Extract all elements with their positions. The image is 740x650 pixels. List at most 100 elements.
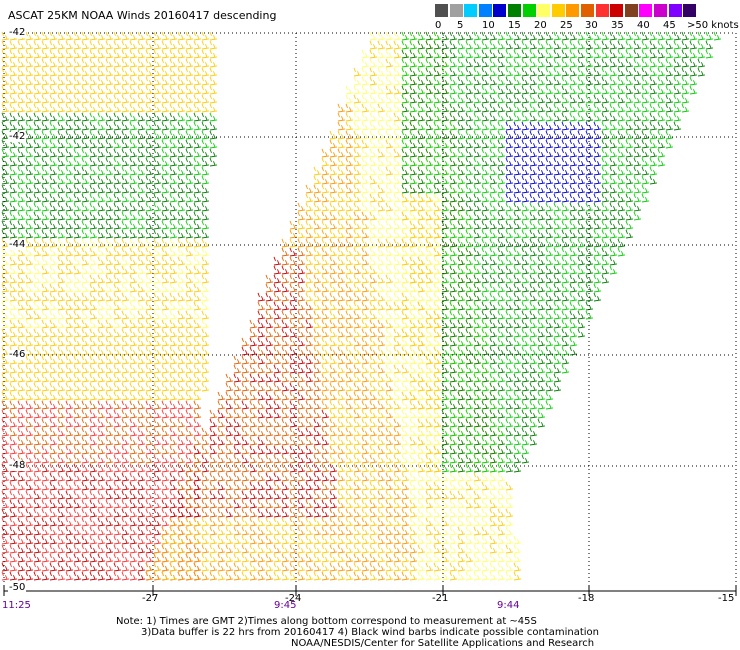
wind-barb (561, 283, 570, 293)
wind-barb (113, 166, 122, 176)
wind-barb (161, 67, 170, 77)
wind-barb (201, 166, 210, 176)
wind-barb (337, 292, 346, 302)
wind-barb (41, 544, 50, 554)
wind-barb (465, 355, 474, 365)
wind-barb (425, 283, 434, 293)
wind-barb (321, 409, 330, 419)
wind-barb (345, 265, 354, 275)
wind-barb (153, 112, 162, 122)
wind-barb (505, 31, 514, 41)
wind-barb (337, 319, 346, 329)
wind-barb (337, 310, 346, 320)
wind-barb (457, 310, 466, 320)
wind-barb (1, 31, 10, 41)
wind-barb (633, 49, 642, 59)
wind-barb (617, 166, 626, 176)
wind-barb (57, 337, 66, 347)
wind-barb (225, 418, 234, 428)
wind-barb (465, 112, 474, 122)
wind-barb (81, 418, 90, 428)
wind-barb (57, 103, 66, 113)
wind-barb (33, 283, 42, 293)
wind-barb (209, 67, 218, 77)
wind-barb (481, 202, 490, 212)
wind-barb (81, 220, 90, 230)
wind-barb (73, 130, 82, 140)
wind-barb (385, 535, 394, 545)
wind-barb (25, 373, 34, 383)
wind-barb (569, 40, 578, 50)
wind-barb (361, 337, 370, 347)
wind-barb (385, 571, 394, 581)
wind-barb (545, 229, 554, 239)
wind-barb (153, 571, 162, 581)
wind-barb (305, 445, 314, 455)
wind-barb (25, 319, 34, 329)
wind-barb (641, 76, 650, 86)
wind-barb (369, 301, 378, 311)
wind-barb (409, 220, 418, 230)
wind-barb (601, 139, 610, 149)
wind-barb (497, 400, 506, 410)
wind-barb (17, 553, 26, 563)
wind-barb (505, 238, 514, 248)
wind-barb (409, 301, 418, 311)
wind-barb (169, 463, 178, 473)
wind-barb (529, 85, 538, 95)
wind-barb (289, 310, 298, 320)
wind-barb (417, 562, 426, 572)
wind-barb (89, 247, 98, 257)
wind-barb (489, 463, 498, 473)
wind-barb (257, 364, 266, 374)
wind-barb (369, 553, 378, 563)
wind-barb (217, 445, 226, 455)
wind-barb (345, 337, 354, 347)
wind-barb (417, 220, 426, 230)
wind-barb (57, 130, 66, 140)
wind-barb (17, 85, 26, 95)
wind-barb (497, 391, 506, 401)
wind-barb (297, 400, 306, 410)
wind-barb (649, 58, 658, 68)
wind-barb (385, 436, 394, 446)
wind-barb (41, 247, 50, 257)
wind-barb (561, 319, 570, 329)
scale-label: >50 knots (687, 20, 739, 31)
wind-barb (169, 535, 178, 545)
wind-barb (209, 103, 218, 113)
wind-barb (369, 175, 378, 185)
wind-barb (521, 436, 530, 446)
wind-barb (209, 436, 218, 446)
wind-barb (193, 535, 202, 545)
wind-barb (529, 193, 538, 203)
wind-barb (105, 436, 114, 446)
wind-barb (65, 76, 74, 86)
wind-barb (1, 391, 10, 401)
wind-barb (345, 400, 354, 410)
wind-barb (313, 310, 322, 320)
wind-barb (97, 481, 106, 491)
wind-barb (545, 94, 554, 104)
wind-barb (305, 382, 314, 392)
wind-barb (273, 517, 282, 527)
wind-barb (105, 193, 114, 203)
wind-barb (633, 175, 642, 185)
wind-barb (393, 229, 402, 239)
wind-barb (265, 463, 274, 473)
wind-barb (89, 319, 98, 329)
wind-barb (129, 256, 138, 266)
wind-barb (433, 328, 442, 338)
wind-barb (545, 346, 554, 356)
wind-barb (201, 508, 210, 518)
wind-barb (281, 355, 290, 365)
wind-barb (489, 310, 498, 320)
wind-barb (601, 58, 610, 68)
wind-barb (449, 463, 458, 473)
wind-barb (489, 373, 498, 383)
wind-barb (305, 418, 314, 428)
wind-barb (97, 112, 106, 122)
wind-barb (33, 265, 42, 275)
wind-barb (409, 139, 418, 149)
wind-barb (17, 274, 26, 284)
